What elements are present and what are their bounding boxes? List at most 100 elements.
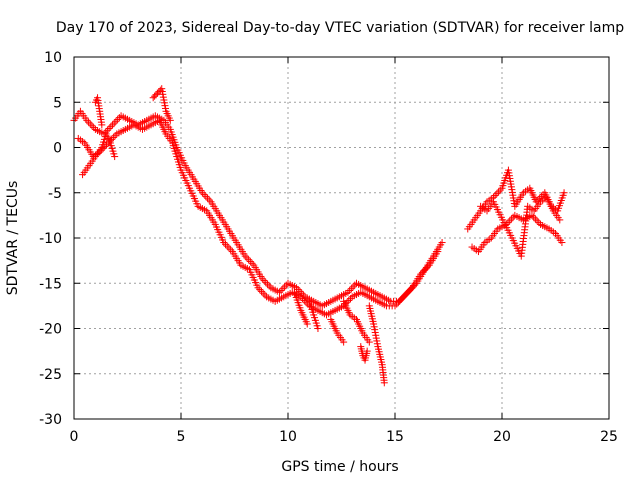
data-point [531, 215, 539, 223]
x-tick-label: 10 [279, 429, 297, 445]
data-point [351, 281, 359, 289]
data-point [300, 296, 308, 304]
data-point [533, 217, 541, 225]
data-point [152, 91, 160, 99]
data-point [509, 213, 517, 221]
data-point [394, 298, 402, 306]
data-point [83, 116, 91, 124]
series-track-e [149, 85, 174, 124]
data-point [420, 267, 428, 275]
series-track-f [290, 288, 311, 328]
y-tick-label: -20 [39, 322, 62, 338]
data-point [294, 286, 302, 294]
data-point [220, 239, 228, 247]
y-tick-labels: -30 -25 -20 -15 -10 -5 0 5 10 [39, 50, 62, 428]
data-point [314, 325, 322, 332]
y-axis-label: SDTVAR / TECUs [5, 181, 21, 296]
data-point [109, 121, 117, 129]
data-point [85, 118, 93, 126]
data-point [380, 379, 388, 387]
data-point [243, 254, 251, 262]
data-point [107, 123, 115, 131]
series-track-a [70, 107, 446, 310]
data-point [406, 286, 414, 294]
data-point [151, 92, 159, 100]
data-point [493, 190, 501, 198]
data-point [204, 194, 212, 202]
data-point [241, 252, 249, 260]
x-tick-label: 5 [177, 429, 186, 445]
data-point [365, 338, 373, 346]
data-point [340, 338, 348, 346]
data-point [507, 215, 515, 223]
data-point [398, 295, 406, 303]
data-point [302, 298, 310, 306]
data-point [88, 122, 96, 130]
series-track-m [468, 211, 566, 256]
x-tick-labels: 0 5 10 15 20 25 [70, 429, 618, 445]
y-tick-label: -10 [39, 231, 62, 247]
data-point [558, 239, 566, 247]
data-point [495, 188, 503, 196]
data-point [90, 124, 98, 132]
series-track-j [357, 343, 371, 364]
data-point [556, 216, 564, 224]
data-point [200, 191, 208, 199]
y-tick-label: 10 [44, 50, 62, 66]
data-point [417, 270, 425, 278]
axis-ticks [73, 56, 610, 420]
data-point [560, 189, 568, 197]
data-point [403, 289, 411, 297]
x-tick-label: 15 [386, 429, 404, 445]
data-point [115, 114, 123, 122]
data-point [227, 246, 235, 254]
data-point [261, 291, 269, 299]
data-point [262, 278, 270, 286]
data-point [153, 89, 161, 97]
series-track-c [79, 130, 119, 179]
data-point [496, 186, 504, 194]
x-axis-label: GPS time / hours [281, 459, 398, 475]
data-point [275, 288, 283, 296]
data-point [345, 296, 353, 304]
data-point [111, 153, 119, 161]
data-point [98, 121, 106, 129]
data-point [110, 119, 118, 127]
series-track-k [365, 302, 388, 387]
data-point [293, 284, 301, 292]
data-point [258, 275, 266, 283]
data-point [223, 242, 231, 250]
data-point [202, 192, 210, 200]
data-point [166, 116, 174, 124]
data-point [346, 286, 354, 294]
data-point [265, 282, 273, 290]
data-point [344, 288, 352, 296]
data-point [109, 134, 117, 142]
data-point [112, 117, 120, 125]
data-point [263, 280, 271, 288]
grid [74, 57, 609, 419]
data-point [149, 94, 157, 102]
data-point [396, 296, 404, 304]
y-tick-label: 0 [53, 141, 62, 157]
data-point [422, 265, 430, 273]
data-point [205, 196, 213, 204]
data-point [245, 256, 253, 264]
data-point [299, 295, 307, 303]
series-track-i [327, 315, 348, 346]
chart-title: Day 170 of 2023, Sidereal Day-to-day VTE… [56, 20, 624, 36]
data-point [254, 284, 262, 292]
data-point [405, 287, 413, 295]
data-point [424, 263, 432, 271]
y-tick-label: -25 [39, 367, 62, 383]
x-tick-label: 20 [493, 429, 511, 445]
data-point [418, 268, 426, 276]
y-tick-label: 5 [53, 95, 62, 111]
data-point [434, 248, 442, 256]
data-point [349, 283, 357, 291]
data-point [259, 289, 267, 297]
series-track-g [305, 297, 322, 332]
data-point [491, 191, 499, 199]
series-track-d [91, 94, 106, 129]
